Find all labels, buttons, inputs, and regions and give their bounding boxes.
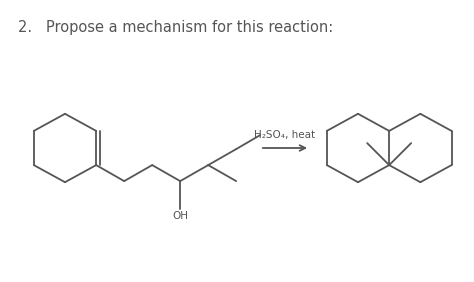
Text: 2.   Propose a mechanism for this reaction:: 2. Propose a mechanism for this reaction… <box>18 20 333 35</box>
Text: H₂SO₄, heat: H₂SO₄, heat <box>255 130 316 140</box>
Text: OH: OH <box>172 211 188 221</box>
